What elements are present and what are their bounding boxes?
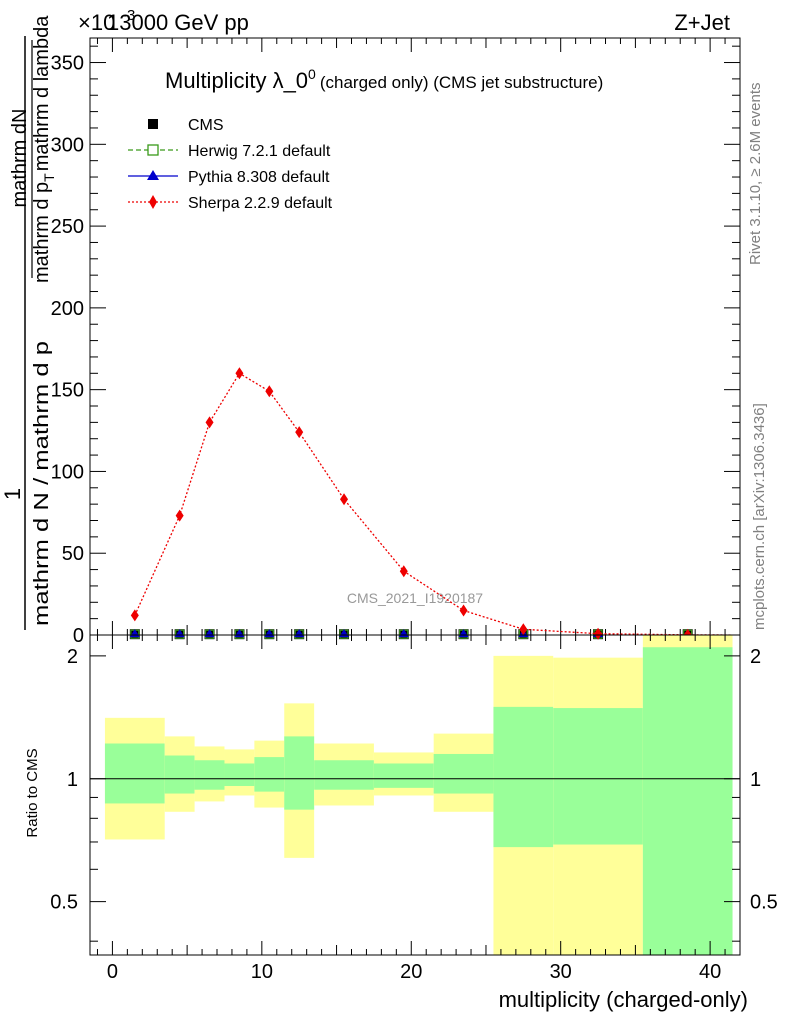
legend-label: Pythia 8.308 default (188, 169, 330, 186)
main-y-axis-label: 1 mathrm dN mathrm d pTmathrm d lambda m… (0, 15, 57, 630)
main-x-axis-ticks (96, 38, 741, 635)
ratio-stat-band (224, 763, 255, 786)
x-tick-label: 20 (400, 961, 422, 983)
main-y-tick-label: 100 (51, 461, 84, 483)
main-y-tick-label: 300 (51, 134, 84, 156)
x-tick-label: 40 (699, 961, 721, 983)
plot-title: Multiplicity λ_00 (charged only) (CMS jet… (165, 66, 603, 93)
ratio-plot-frame (89, 634, 741, 956)
sherpa-point (399, 565, 408, 578)
x-axis-label: multiplicity (charged-only) (499, 987, 748, 1012)
main-y-tick-label: 50 (62, 543, 84, 565)
ratio-uncertainty-bands (104, 635, 733, 955)
legend-marker (147, 170, 159, 180)
sherpa-point (130, 609, 139, 622)
ratio-stat-band (104, 743, 165, 804)
sherpa-point (265, 385, 274, 398)
analysis-label: CMS_2021_I1920187 (347, 590, 483, 606)
sherpa-point (459, 604, 468, 617)
legend-label: Herwig 7.2.1 default (188, 143, 331, 160)
sherpa-point (175, 509, 184, 522)
legend-marker (148, 119, 158, 129)
main-y-tick-label: 150 (51, 380, 84, 402)
ylabel-numerator-den: mathrm d pTmathrm d lambda (31, 15, 57, 283)
ratio-stat-band (194, 760, 225, 790)
sherpa-point (205, 416, 214, 429)
ylabel-denominator: mathrm d N / mathrm d p (31, 341, 53, 626)
sherpa-point (340, 493, 349, 506)
ratio-stat-band (373, 763, 434, 788)
main-y-axis: 0 50 100 150 200 250 300 350 (51, 45, 740, 647)
main-y-tick-label: 250 (51, 216, 84, 238)
ratio-stat-band (164, 755, 195, 794)
ratio-y-tick-label-right: 1 (750, 769, 761, 791)
ratio-stat-band (284, 736, 315, 810)
legend-marker (147, 144, 159, 156)
ylabel-num-dp: mathrm d p (31, 182, 53, 283)
sherpa-point (594, 627, 603, 640)
x-tick-label: 0 (107, 961, 118, 983)
x-tick-label: 10 (251, 961, 273, 983)
legend-label: CMS (188, 117, 224, 134)
ratio-y-tick-label: 1 (67, 769, 78, 791)
rivet-label: Rivet 3.1.10, ≥ 2.6M events (747, 83, 764, 266)
ylabel-one: 1 (0, 488, 25, 500)
ratio-stat-band (642, 647, 733, 955)
ratio-stat-band (433, 753, 494, 794)
x-tick-label: 30 (550, 961, 572, 983)
main-y-tick-label: 200 (51, 298, 84, 320)
ratio-y-tick-label: 0.5 (50, 892, 78, 914)
legend: CMS Herwig 7.2.1 default Pythia 8.308 defa… (128, 117, 333, 212)
sherpa-point (235, 367, 244, 380)
ratio-stat-band (254, 757, 285, 792)
ylabel-num-sub: T (41, 173, 57, 182)
main-y-tick-label: 0 (73, 625, 84, 647)
ratio-y-tick-label-right: 0.5 (750, 892, 778, 914)
legend-label: Sherpa 2.2.9 default (188, 195, 333, 212)
ratio-y-axis-label: Ratio to CMS (24, 748, 41, 837)
sherpa-point (295, 426, 304, 439)
ratio-x-axis: 0 10 20 30 40 (96, 635, 741, 983)
ratio-panel: 0.5 0.5 1 1 2 2 0 10 20 30 40 Ratio to CMS multip… (24, 634, 778, 1012)
ratio-stat-band (553, 708, 643, 845)
plot-title-sup: 0 (308, 66, 316, 82)
ratio-y-axis: 0.5 0.5 1 1 2 2 (50, 646, 778, 942)
ratio-y-tick-label-right: 2 (750, 646, 761, 668)
process-label: Z+Jet (674, 10, 730, 35)
ratio-stat-band (493, 706, 554, 848)
sherpa-point (519, 623, 528, 636)
plot-title-small: (charged only) (CMS jet substructure) (320, 73, 603, 92)
mcplots-label: mcplots.cern.ch [arXiv:1306.3436] (751, 403, 768, 630)
ratio-stat-band (314, 760, 374, 790)
ratio-y-tick-label: 2 (67, 646, 78, 668)
exponent-power: -3 (122, 7, 135, 24)
main-y-tick-label: 350 (51, 53, 84, 75)
exponent-label: ×10 (78, 10, 115, 35)
plot-title-main: Multiplicity λ_0 (165, 68, 308, 93)
ylabel-numerator-dn: mathrm dN (9, 109, 31, 208)
energy-label: 13000 GeV pp (107, 10, 249, 35)
ylabel-num-dl: mathrm d lambda (31, 15, 53, 171)
legend-marker (149, 195, 157, 209)
